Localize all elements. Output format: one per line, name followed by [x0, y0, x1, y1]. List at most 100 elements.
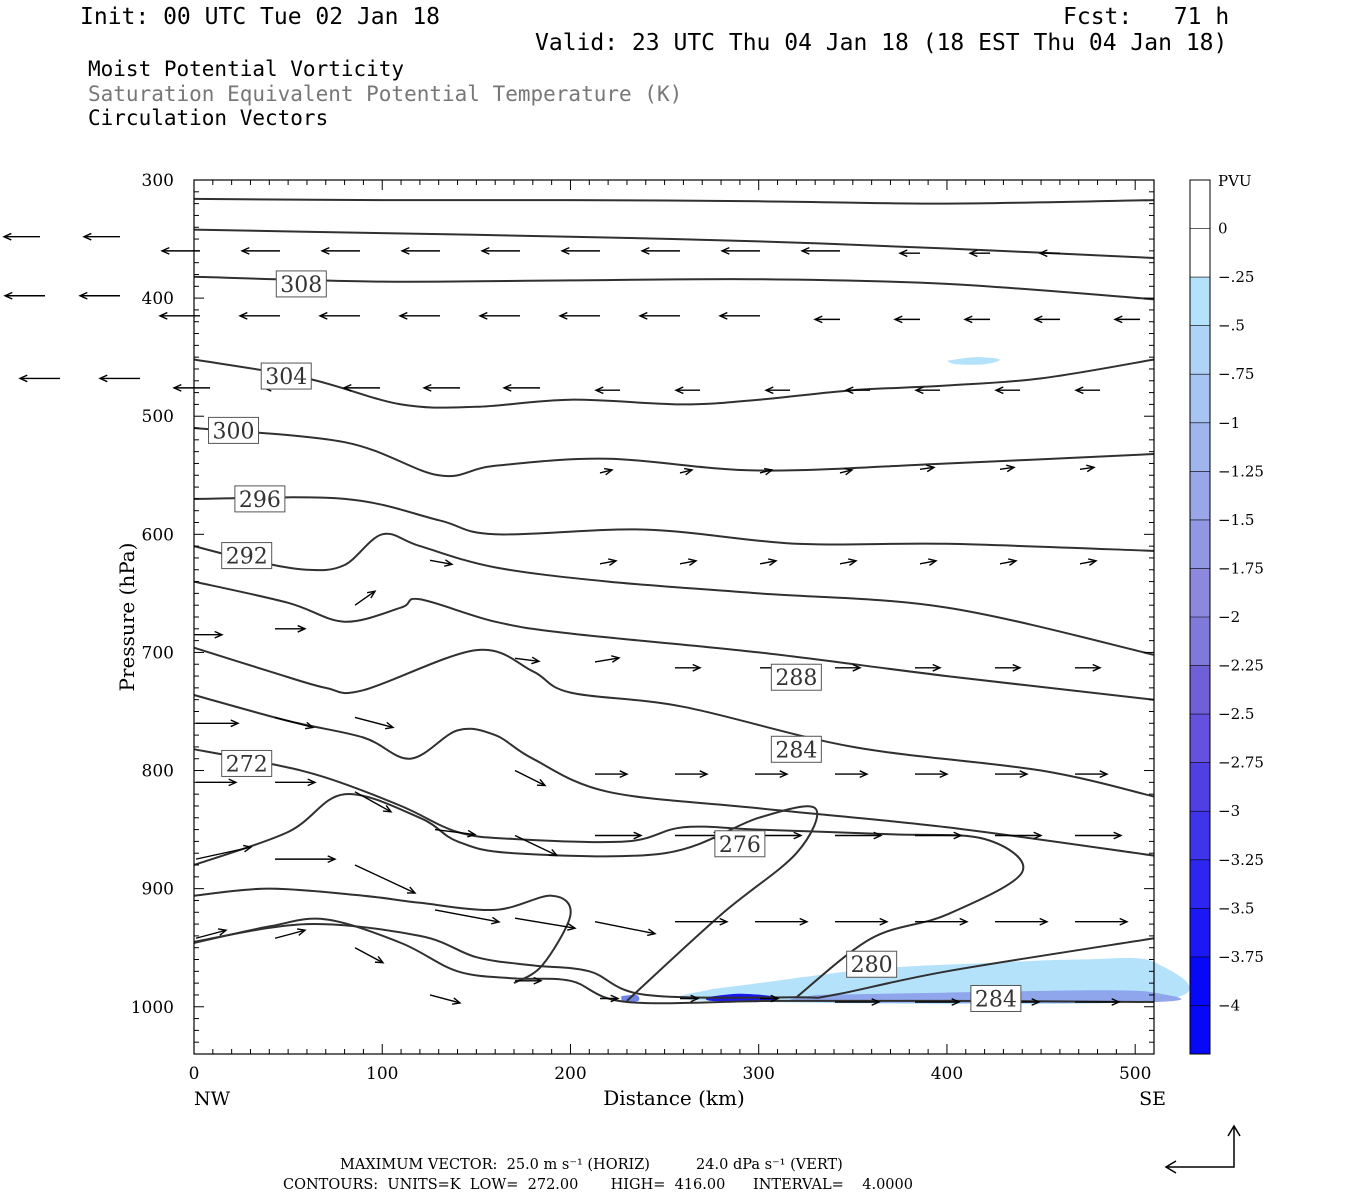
- vector-head: [871, 998, 881, 1006]
- vector-head: [608, 558, 618, 566]
- circulation-vector: [274, 716, 315, 730]
- vector-head: [1074, 386, 1084, 395]
- y-tick-label: 600: [142, 525, 174, 545]
- contour-label: 296: [234, 485, 286, 513]
- vector-shaft: [919, 466, 935, 471]
- vector-shaft: [354, 947, 384, 964]
- circulation-vector: [172, 383, 210, 392]
- x-tick-label: 200: [554, 1064, 586, 1084]
- colorbar-swatch: [1190, 665, 1210, 715]
- circulation-vector: [320, 246, 360, 255]
- vector-head: [611, 655, 621, 663]
- vector-head: [158, 311, 168, 320]
- y-tick-label: 300: [142, 171, 174, 191]
- vector-head: [764, 467, 774, 476]
- forecast-hour: Fcst: 71 h: [1063, 4, 1230, 30]
- colorbar-label: −1.75: [1218, 559, 1264, 577]
- circulation-vector: [999, 558, 1018, 566]
- vector-head: [243, 844, 253, 853]
- theta-es-contour: [193, 887, 572, 984]
- vector-shaft: [594, 921, 656, 935]
- circulation-vector: [764, 386, 790, 395]
- contour-label-text: 272: [226, 752, 268, 777]
- circulation-vector: [515, 976, 543, 985]
- theta-es-contour: [193, 228, 1155, 259]
- colorbar-swatch: [1190, 277, 1210, 327]
- vector-head: [770, 994, 780, 1003]
- circulation-vector: [514, 656, 541, 665]
- vector-head: [567, 923, 577, 931]
- vector-head: [160, 246, 170, 255]
- contour-label-box: [260, 362, 312, 390]
- contour-label-box: [234, 485, 286, 513]
- field-title-vectors: Circulation Vectors: [88, 106, 329, 130]
- y-axis-title: Pressure (hPa): [115, 543, 139, 692]
- circulation-vector: [275, 855, 337, 864]
- circulation-vector: [480, 246, 520, 255]
- colorbar-label: −1.25: [1218, 462, 1264, 480]
- contour-label: 308: [275, 270, 327, 298]
- vector-shaft: [679, 469, 693, 474]
- x-tick-label: 300: [742, 1064, 774, 1084]
- colorbar-swatch: [1190, 1005, 1210, 1055]
- colorbar-swatch: [1190, 422, 1210, 472]
- theta-es-contour: [193, 917, 1155, 1005]
- circulation-vector: [275, 624, 307, 633]
- contour-label: 284: [970, 984, 1022, 1012]
- vector-head: [932, 663, 942, 672]
- vector-shaft: [599, 560, 617, 565]
- vector-head: [844, 467, 854, 476]
- vector-head: [491, 916, 501, 925]
- contour-labels: 308 304 300 296 292 288 284 272 276 280 284: [208, 270, 1022, 1012]
- vector-head: [848, 558, 858, 566]
- field-title-theta-es: Saturation Equivalent Potential Temperat…: [88, 82, 683, 106]
- colorbar-swatch: [1190, 908, 1210, 958]
- vector-head: [1119, 917, 1129, 926]
- vector-head: [560, 246, 570, 255]
- vector-head: [451, 997, 462, 1005]
- vector-head: [422, 383, 432, 392]
- vector-head: [536, 778, 547, 787]
- vector-head: [968, 249, 978, 258]
- vector-shaft: [434, 828, 476, 836]
- vector-shaft: [599, 469, 613, 474]
- contour-label: 276: [714, 830, 766, 858]
- vector-shaft: [429, 994, 461, 1004]
- y-tick-label: 700: [142, 643, 174, 663]
- vector-head: [647, 928, 657, 937]
- vector-head: [342, 383, 352, 392]
- contour-label: 292: [221, 542, 273, 570]
- vector-shaft: [354, 590, 376, 606]
- x-tick-label: 100: [366, 1064, 398, 1084]
- vector-shaft: [274, 929, 306, 939]
- vector-head: [318, 311, 328, 320]
- vector-head: [1113, 315, 1123, 324]
- vector-head: [610, 994, 620, 1003]
- contour-label-text: 284: [975, 987, 1017, 1012]
- vector-head: [914, 386, 924, 395]
- theta-es-contour: [193, 923, 1155, 999]
- circulation-vector: [1075, 998, 1121, 1006]
- contours-note: CONTOURS: UNITS=K LOW= 272.00 HIGH= 416.…: [283, 1177, 913, 1193]
- vector-head: [374, 955, 385, 964]
- vector-head: [82, 232, 92, 241]
- circulation-vector: [195, 844, 253, 860]
- circulation-vector: [78, 291, 120, 300]
- vector-head: [297, 624, 307, 633]
- vector-head: [1033, 831, 1043, 840]
- vector-shaft: [354, 716, 394, 729]
- circulation-vector: [1075, 770, 1109, 778]
- colorbar-label: −2.5: [1218, 705, 1254, 723]
- circulation-vector: [434, 828, 477, 838]
- circulation-vector: [1079, 464, 1096, 473]
- vector-head: [1039, 917, 1049, 926]
- circulation-vector: [398, 311, 440, 320]
- vector-head: [859, 770, 869, 778]
- vector-shaft: [839, 560, 857, 565]
- circulation-vector: [835, 770, 869, 778]
- circulation-vector: [422, 383, 460, 392]
- colorbar-unit: PVU: [1218, 172, 1252, 190]
- circulation-vector: [640, 246, 680, 255]
- vector-head: [684, 467, 694, 476]
- vector-head: [959, 917, 969, 926]
